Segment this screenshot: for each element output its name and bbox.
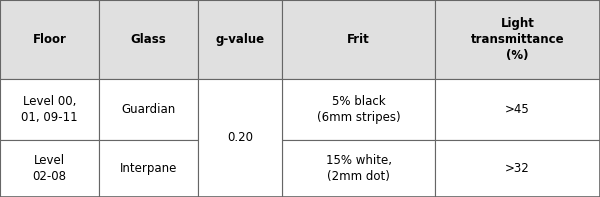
Bar — [99, 140, 198, 197]
Bar — [0, 79, 99, 140]
Bar — [198, 0, 282, 79]
Bar — [435, 79, 600, 140]
Text: Light
transmittance
(%): Light transmittance (%) — [470, 17, 565, 62]
Text: Interpane: Interpane — [120, 162, 177, 175]
Text: Frit: Frit — [347, 33, 370, 46]
Bar — [282, 0, 435, 79]
Text: Level
02-08: Level 02-08 — [32, 154, 67, 183]
Text: 15% white,
(2mm dot): 15% white, (2mm dot) — [325, 154, 392, 183]
Bar — [282, 140, 435, 197]
Text: Floor: Floor — [32, 33, 67, 46]
Text: >32: >32 — [505, 162, 530, 175]
Bar — [435, 0, 600, 79]
Bar — [435, 140, 600, 197]
Text: Glass: Glass — [131, 33, 166, 46]
Bar — [0, 140, 99, 197]
Text: 5% black
(6mm stripes): 5% black (6mm stripes) — [317, 95, 400, 124]
Text: 0.20: 0.20 — [227, 131, 253, 144]
Bar — [282, 79, 435, 140]
Text: g-value: g-value — [215, 33, 265, 46]
Text: Level 00,
01, 09-11: Level 00, 01, 09-11 — [21, 95, 78, 124]
Bar — [0, 0, 99, 79]
Bar — [99, 0, 198, 79]
Text: Guardian: Guardian — [121, 103, 176, 116]
Bar — [99, 79, 198, 140]
Bar — [198, 79, 282, 197]
Text: >45: >45 — [505, 103, 530, 116]
